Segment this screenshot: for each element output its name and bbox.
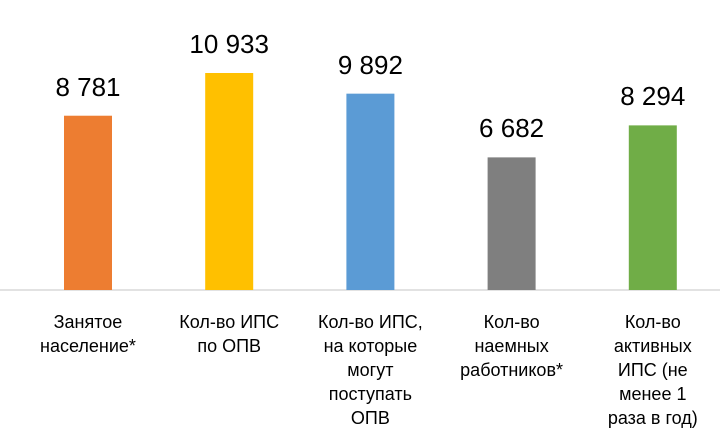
category-label: Кол-во наемных работников* xyxy=(460,312,564,380)
category-label: Кол-во ИПС по ОПВ xyxy=(179,312,280,356)
category-label: Занятое население* xyxy=(40,312,136,356)
bar xyxy=(64,115,112,290)
value-label: 8 781 xyxy=(55,71,121,102)
value-label: 10 933 xyxy=(189,29,269,59)
category-label: Кол-во активных ИПС (не менее 1 раза в г… xyxy=(607,312,698,428)
bar xyxy=(346,93,395,290)
bar xyxy=(205,73,254,290)
category-label: Кол-во ИПС, на которые могут поступать О… xyxy=(317,312,423,428)
value-label: 6 682 xyxy=(479,113,545,144)
bar xyxy=(628,125,677,291)
value-label: 9 892 xyxy=(337,49,403,80)
value-label: 8 294 xyxy=(620,81,686,112)
bar xyxy=(487,157,536,290)
